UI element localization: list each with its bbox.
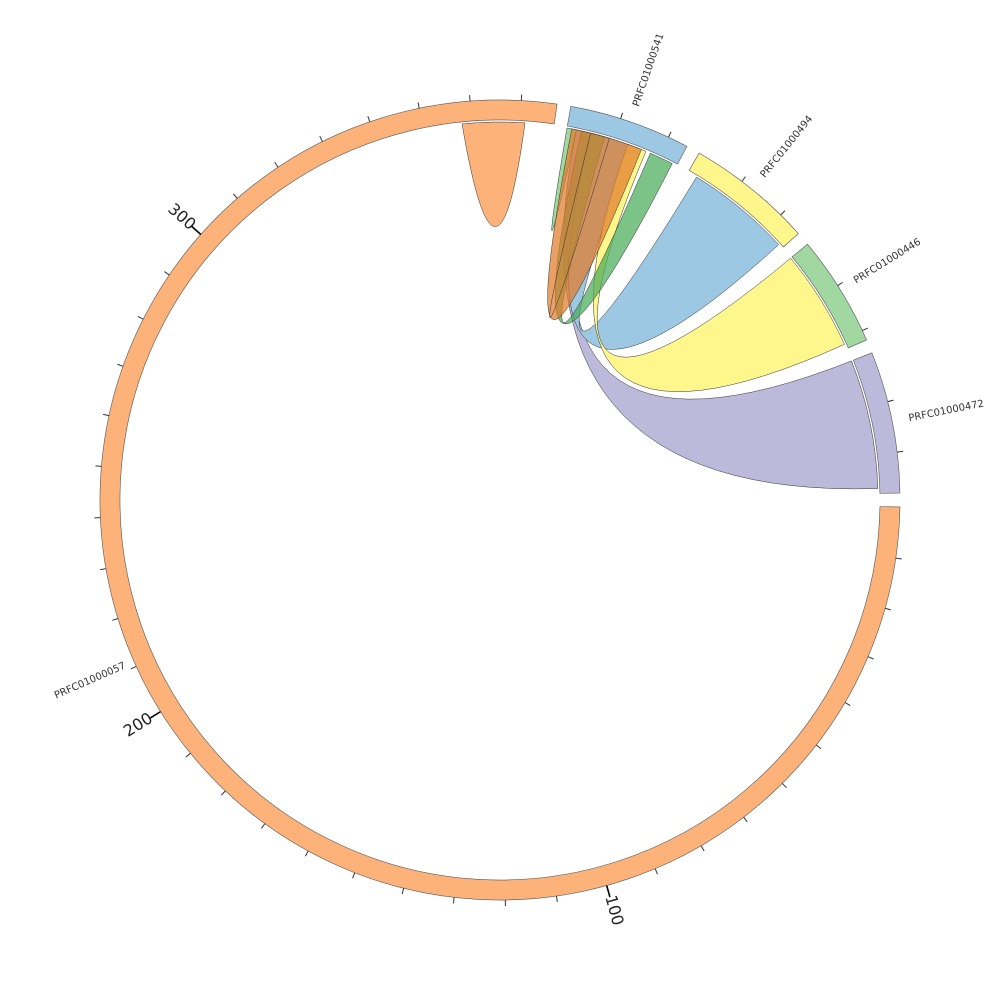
minor-tick xyxy=(417,102,420,109)
minor-tick xyxy=(815,744,822,750)
minor-tick xyxy=(555,895,558,903)
minor-tick xyxy=(103,413,110,417)
minor-tick xyxy=(352,872,356,879)
minor-tick xyxy=(897,450,904,453)
minor-tick xyxy=(780,210,786,216)
major-tick xyxy=(149,710,161,719)
major-tick-label: 200 xyxy=(120,708,156,740)
minor-tick xyxy=(668,131,672,138)
minor-tick xyxy=(620,112,623,119)
minor-tick xyxy=(164,271,170,276)
segment-label-PRFC01000494: PRFC01000494 xyxy=(759,114,816,180)
major-tick xyxy=(605,885,611,898)
minor-tick xyxy=(319,135,323,142)
minor-tick xyxy=(274,161,279,168)
tick-layer xyxy=(94,94,904,906)
segment-PRFC01000494 xyxy=(688,152,799,248)
segment-PRFC01000541 xyxy=(566,105,688,165)
minor-tick xyxy=(220,790,226,796)
minor-tick xyxy=(185,752,191,758)
minor-tick xyxy=(112,618,119,621)
ribbon-PRFC01000541-to-PRFC01000541 xyxy=(547,128,642,320)
minor-tick xyxy=(895,557,902,560)
major-tick xyxy=(191,225,202,236)
minor-tick xyxy=(99,568,107,571)
minor-tick xyxy=(367,115,371,122)
minor-tick xyxy=(401,888,405,895)
minor-tick xyxy=(260,823,266,829)
minor-tick xyxy=(844,702,851,706)
minor-tick xyxy=(862,327,868,332)
minor-tick xyxy=(743,816,748,823)
minor-tick xyxy=(884,607,891,611)
minor-tick xyxy=(887,399,894,403)
minor-tick xyxy=(137,315,144,320)
segment-label-PRFC01000446: PRFC01000446 xyxy=(852,237,923,287)
minor-tick xyxy=(654,868,658,875)
minor-tick xyxy=(700,845,705,852)
ribbon-PRFC01000057-to-PRFC01000057 xyxy=(461,121,526,227)
segment-label-PRFC01000057: PRFC01000057 xyxy=(53,661,128,702)
minor-tick xyxy=(741,176,746,182)
segment-label-PRFC01000472: PRFC01000472 xyxy=(908,398,985,424)
ribbon-layer xyxy=(461,121,879,490)
segment-PRFC01000446 xyxy=(791,243,867,349)
minor-tick xyxy=(452,897,455,904)
minor-tick xyxy=(130,665,137,670)
minor-tick xyxy=(95,465,102,467)
segment-PRFC01000057 xyxy=(99,99,901,901)
segment-layer xyxy=(99,99,901,901)
segment-label-PRFC01000541: PRFC01000541 xyxy=(631,32,666,108)
minor-tick xyxy=(232,193,238,199)
minor-tick xyxy=(867,656,874,660)
minor-tick xyxy=(837,281,844,287)
minor-tick xyxy=(117,363,124,367)
minor-tick xyxy=(304,850,309,857)
major-tick-label: 100 xyxy=(601,893,627,928)
minor-tick xyxy=(781,783,787,789)
segment-PRFC01000472 xyxy=(852,352,901,494)
